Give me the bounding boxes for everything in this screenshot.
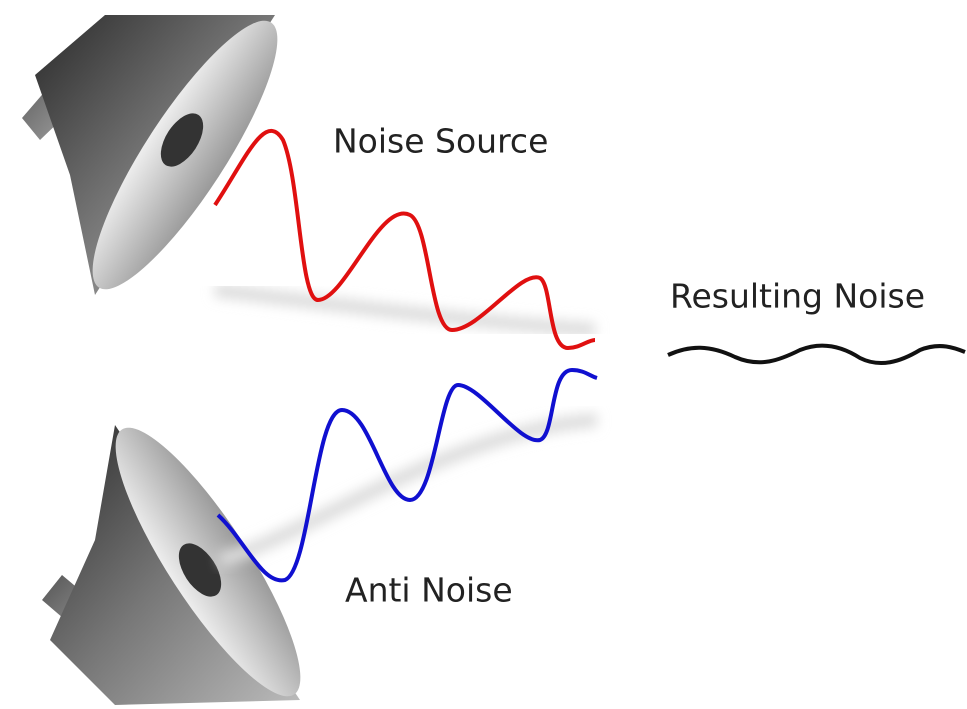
noise-source-label: Noise Source: [333, 122, 548, 161]
speaker-bottom: [42, 408, 328, 709]
anti-noise-label: Anti Noise: [345, 571, 513, 610]
resulting-wave: [668, 346, 965, 363]
page: Noise Source Resulting Noise Anti Noise …: [0, 0, 967, 709]
speaker-top: [22, 1, 305, 310]
resulting-noise-label: Resulting Noise: [670, 277, 925, 316]
diagram: Noise Source Resulting Noise Anti Noise: [0, 0, 967, 709]
